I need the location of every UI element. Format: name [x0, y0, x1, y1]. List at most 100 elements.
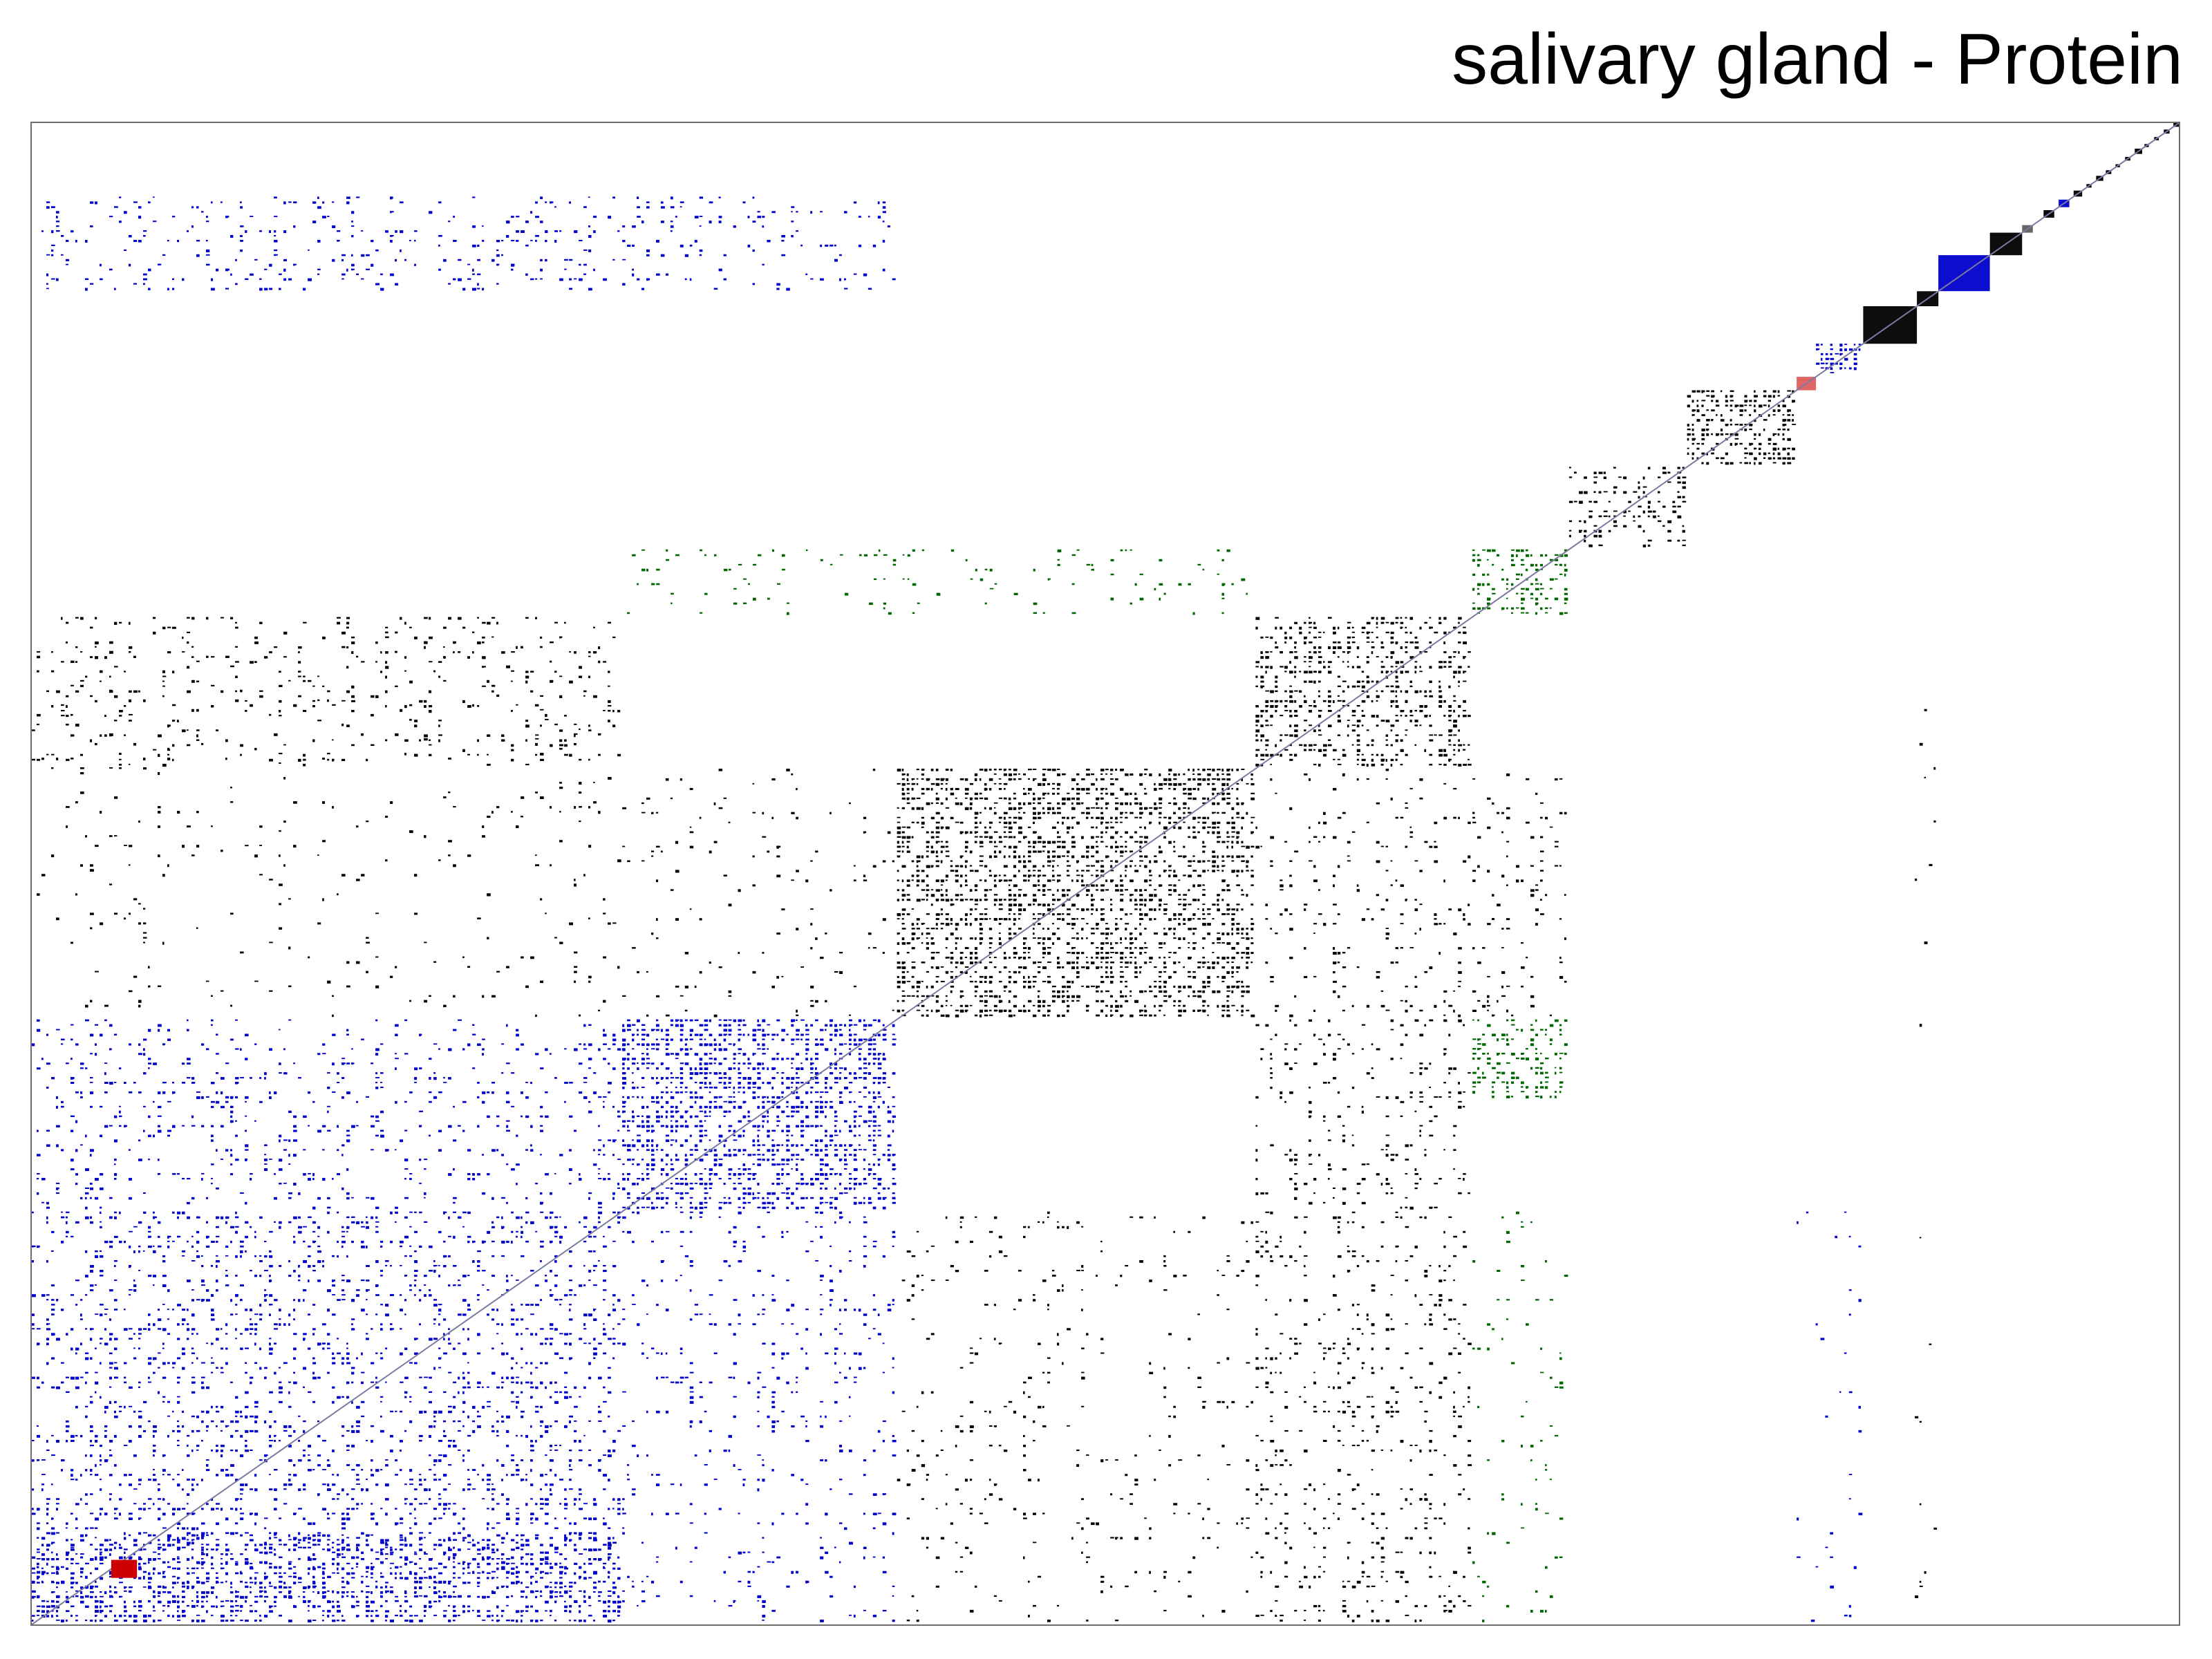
off-diagonal-cell	[1246, 1590, 1248, 1593]
off-diagonal-cell	[506, 235, 509, 238]
off-diagonal-cell	[1516, 879, 1519, 883]
off-diagonal-cell	[1168, 1333, 1172, 1335]
off-diagonal-cell	[666, 559, 670, 561]
off-diagonal-cell	[1134, 1571, 1137, 1574]
off-diagonal-cell	[1231, 583, 1234, 585]
off-diagonal-cell	[298, 651, 300, 653]
off-diagonal-cell	[1385, 1183, 1390, 1185]
off-diagonal-cell	[288, 1562, 292, 1565]
off-diagonal-cell	[477, 1562, 480, 1566]
off-diagonal-cell	[366, 941, 370, 944]
off-diagonal-cell	[187, 1558, 190, 1561]
off-diagonal-cell	[1472, 1009, 1477, 1012]
off-diagonal-cell	[1526, 1400, 1528, 1403]
off-diagonal-cell	[906, 1299, 910, 1302]
off-diagonal-cell	[1458, 971, 1462, 974]
off-diagonal-cell	[540, 724, 542, 727]
off-diagonal-cell	[1294, 1154, 1297, 1156]
off-diagonal-cell	[75, 1120, 78, 1123]
off-diagonal-cell	[1458, 1415, 1462, 1418]
off-diagonal-cell	[762, 1620, 765, 1621]
off-diagonal-cell	[704, 1464, 708, 1465]
off-diagonal-cell	[1409, 1459, 1412, 1462]
off-diagonal-cell	[196, 1091, 200, 1093]
off-diagonal-cell	[1545, 1076, 1549, 1078]
off-diagonal-cell	[1564, 812, 1567, 815]
off-diagonal-cell	[771, 1522, 774, 1526]
off-diagonal-cell	[1337, 1048, 1341, 1050]
off-diagonal-cell	[133, 655, 136, 658]
off-diagonal-cell	[622, 1512, 626, 1515]
off-diagonal-cell	[1429, 1575, 1432, 1577]
off-diagonal-cell	[66, 1567, 68, 1570]
off-diagonal-cell	[201, 1178, 203, 1181]
off-diagonal-cell	[298, 758, 301, 762]
off-diagonal-cell	[51, 854, 55, 858]
off-diagonal-cell	[467, 854, 471, 857]
off-diagonal-cell	[598, 1178, 602, 1179]
off-diagonal-cell	[109, 883, 113, 885]
off-diagonal-cell	[138, 1091, 142, 1094]
off-diagonal-cell	[656, 879, 659, 883]
off-diagonal-cell	[66, 1539, 68, 1541]
off-diagonal-cell	[1497, 1270, 1501, 1272]
off-diagonal-cell	[1313, 1062, 1318, 1065]
off-diagonal-cell	[1448, 1067, 1452, 1070]
off-diagonal-cell	[1163, 1289, 1168, 1291]
off-diagonal-cell	[863, 1221, 868, 1224]
off-diagonal-cell	[448, 1125, 452, 1128]
off-diagonal-cell	[752, 812, 756, 814]
off-diagonal-cell	[1347, 1342, 1351, 1345]
off-diagonal-cell	[1453, 1235, 1457, 1238]
off-diagonal-cell	[254, 980, 259, 982]
off-diagonal-cell	[679, 1347, 683, 1350]
off-diagonal-cell	[138, 821, 140, 823]
off-diagonal-cell	[477, 1125, 480, 1128]
off-diagonal-cell	[298, 1192, 301, 1195]
off-diagonal-cell	[1366, 1575, 1371, 1577]
off-diagonal-cell	[1275, 1033, 1277, 1036]
off-diagonal-cell	[366, 1534, 370, 1537]
off-diagonal-cell	[104, 1062, 108, 1064]
off-diagonal-cell	[1409, 1091, 1413, 1094]
off-diagonal-cell	[380, 1082, 383, 1083]
off-diagonal-cell	[1255, 1159, 1258, 1162]
off-diagonal-cell	[196, 1567, 199, 1569]
off-diagonal-cell	[482, 835, 485, 838]
off-diagonal-cell	[211, 1019, 214, 1022]
off-diagonal-cell	[608, 922, 611, 925]
off-diagonal-cell	[1371, 1450, 1375, 1452]
off-diagonal-cell	[1453, 1415, 1455, 1417]
off-diagonal-cell	[1038, 1405, 1042, 1409]
off-diagonal-cell	[574, 951, 578, 954]
off-diagonal-cell	[530, 1562, 534, 1566]
off-diagonal-cell	[1487, 1024, 1491, 1027]
off-diagonal-cell	[201, 1605, 205, 1608]
off-diagonal-cell	[820, 1459, 823, 1461]
off-diagonal-cell	[385, 636, 389, 639]
off-diagonal-cell	[1197, 1503, 1201, 1505]
off-diagonal-cell	[1380, 1221, 1385, 1224]
off-diagonal-cell	[346, 1197, 350, 1200]
off-diagonal-cell	[1289, 1159, 1293, 1162]
off-diagonal-cell	[1385, 937, 1389, 940]
off-diagonal-cell	[1535, 792, 1538, 795]
off-diagonal-cell	[1535, 1053, 1537, 1054]
off-diagonal-cell	[525, 675, 529, 679]
off-diagonal-cell	[1554, 1071, 1557, 1075]
off-diagonal-cell	[1328, 1139, 1331, 1141]
off-diagonal-cell	[158, 1539, 160, 1541]
off-diagonal-cell	[95, 641, 99, 645]
off-diagonal-cell	[225, 1062, 229, 1065]
off-diagonal-cell	[414, 1562, 418, 1566]
off-diagonal-cell	[679, 1275, 682, 1277]
off-diagonal-cell	[651, 855, 654, 857]
off-diagonal-cell	[1521, 1503, 1523, 1506]
off-diagonal-cell	[872, 865, 877, 868]
off-diagonal-cell	[704, 554, 706, 556]
off-diagonal-cell	[1458, 1091, 1462, 1094]
off-diagonal-cell	[588, 1595, 591, 1599]
off-diagonal-cell	[41, 1610, 45, 1613]
off-diagonal-cell	[1458, 1105, 1461, 1109]
off-diagonal-cell	[830, 1289, 834, 1292]
